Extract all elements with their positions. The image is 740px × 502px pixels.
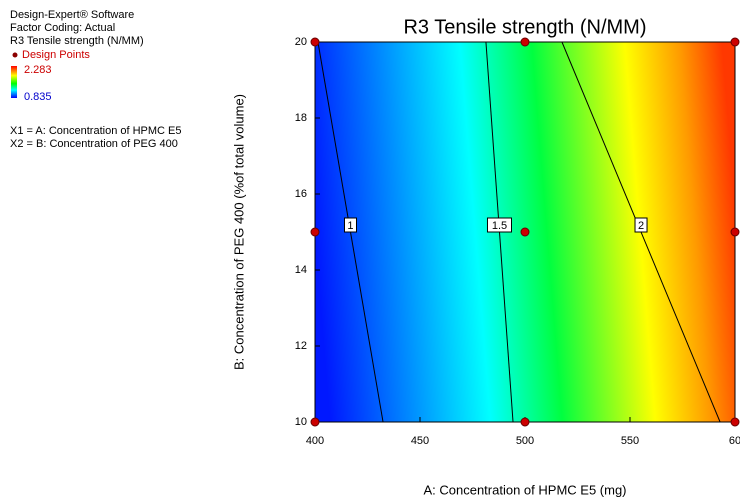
design-point (310, 37, 320, 47)
colorbar-max: 2.283 (24, 64, 52, 76)
design-point (730, 417, 740, 427)
y-tick-label: 12 (295, 340, 307, 352)
contour-label: 1.5 (492, 220, 507, 232)
contour-label-box (486, 217, 512, 233)
legend-header: R3 Tensile strength (N/MM) (10, 35, 144, 47)
y-tick-label: 18 (295, 112, 307, 124)
contour-label-box (343, 217, 357, 233)
factor-note: X2 = B: Concentration of PEG 400 (10, 138, 178, 150)
design-point (520, 417, 530, 427)
design-point (730, 227, 740, 237)
y-tick-label: 10 (295, 416, 307, 428)
design-point (520, 227, 530, 237)
design-point (730, 37, 740, 47)
legend-entry: Design Points (22, 49, 90, 61)
design-point (310, 227, 320, 237)
colorbar (11, 66, 17, 98)
legend-marker (12, 52, 18, 58)
x-tick-label: 550 (621, 435, 639, 447)
contour-label: 2 (638, 220, 644, 232)
x-tick-label: 500 (516, 435, 534, 447)
contour-label-box (634, 217, 648, 233)
x-tick-label: 60 (729, 435, 740, 447)
colorbar-min: 0.835 (24, 91, 52, 103)
legend-header: Design-Expert® Software (10, 9, 134, 21)
y-tick-label: 16 (295, 188, 307, 200)
x-tick-label: 450 (411, 435, 429, 447)
y-axis-label: B: Concentration of PEG 400 (%of total v… (231, 94, 246, 370)
legend: Design-Expert® Software Factor Coding: A… (10, 9, 182, 150)
y-tick-label: 20 (295, 36, 307, 48)
legend-header: Factor Coding: Actual (10, 22, 115, 34)
y-tick-label: 14 (295, 264, 307, 276)
x-tick-label: 400 (306, 435, 324, 447)
contour-label: 1 (347, 220, 353, 232)
x-axis-label: A: Concentration of HPMC E5 (mg) (423, 482, 626, 497)
chart-title: R3 Tensile strength (N/MM) (403, 16, 646, 38)
design-point (310, 417, 320, 427)
design-point (520, 37, 530, 47)
factor-note: X1 = A: Concentration of HPMC E5 (10, 125, 182, 137)
